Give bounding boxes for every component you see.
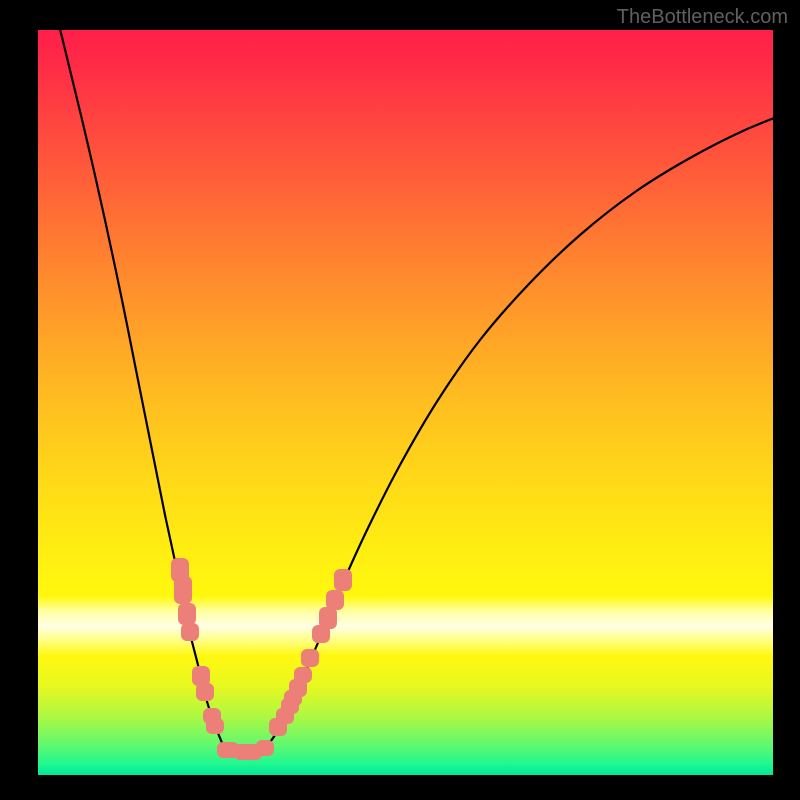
scatter-point xyxy=(284,690,302,706)
scatter-point xyxy=(196,683,214,701)
scatter-points-layer xyxy=(38,30,773,775)
scatter-point xyxy=(256,740,274,756)
scatter-point xyxy=(301,649,319,667)
plot-area xyxy=(38,30,773,775)
scatter-point xyxy=(294,667,312,683)
scatter-point xyxy=(174,576,192,604)
scatter-point xyxy=(312,625,330,643)
scatter-point xyxy=(326,590,344,610)
scatter-point xyxy=(334,569,352,591)
scatter-point xyxy=(206,718,224,734)
scatter-point xyxy=(181,623,199,641)
scatter-point xyxy=(178,603,196,625)
watermark-text: TheBottleneck.com xyxy=(617,6,788,29)
